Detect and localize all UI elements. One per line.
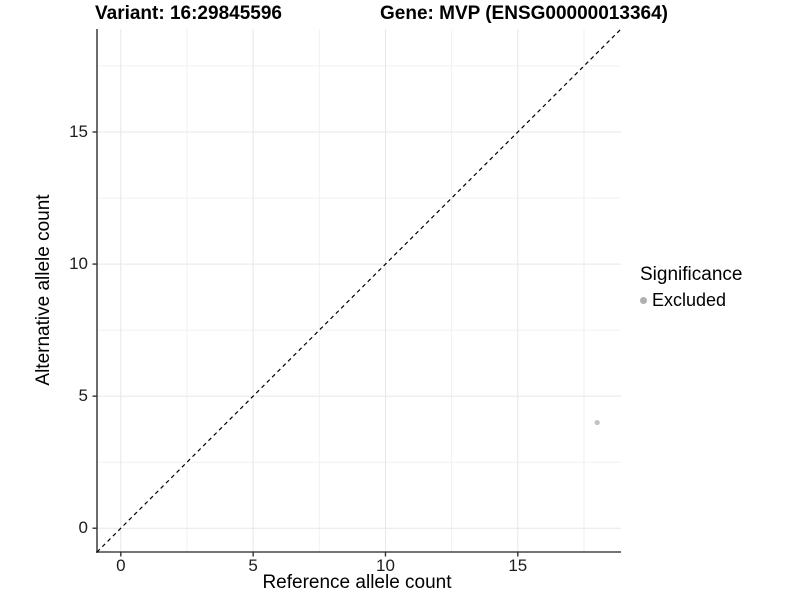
x-axis-title: Reference allele count [262,572,452,593]
identity-reference-line [96,28,622,553]
legend: Significance Excluded [640,264,742,311]
legend-title: Significance [640,264,743,285]
legend-item-excluded: Excluded [640,290,742,311]
x-tick-label: 5 [248,556,258,575]
excluded-marker-dot-icon [640,297,647,304]
x-tick-label: 0 [116,556,126,575]
x-tick-label: 10 [375,556,395,575]
variant-title: Variant: 16:29845596 [95,3,282,24]
y-tick-label: 10 [69,254,88,274]
y-axis-title: Alternative allele count [33,194,54,386]
y-tick-label: 0 [78,518,88,538]
data-point [594,419,600,426]
y-tick-label: 5 [78,386,88,406]
legend-item-label: Excluded [652,290,727,310]
gene-title: Gene: MVP (ENSG00000013364) [380,3,668,24]
y-tick-label: 15 [69,122,88,141]
x-tick-label: 15 [508,556,528,575]
